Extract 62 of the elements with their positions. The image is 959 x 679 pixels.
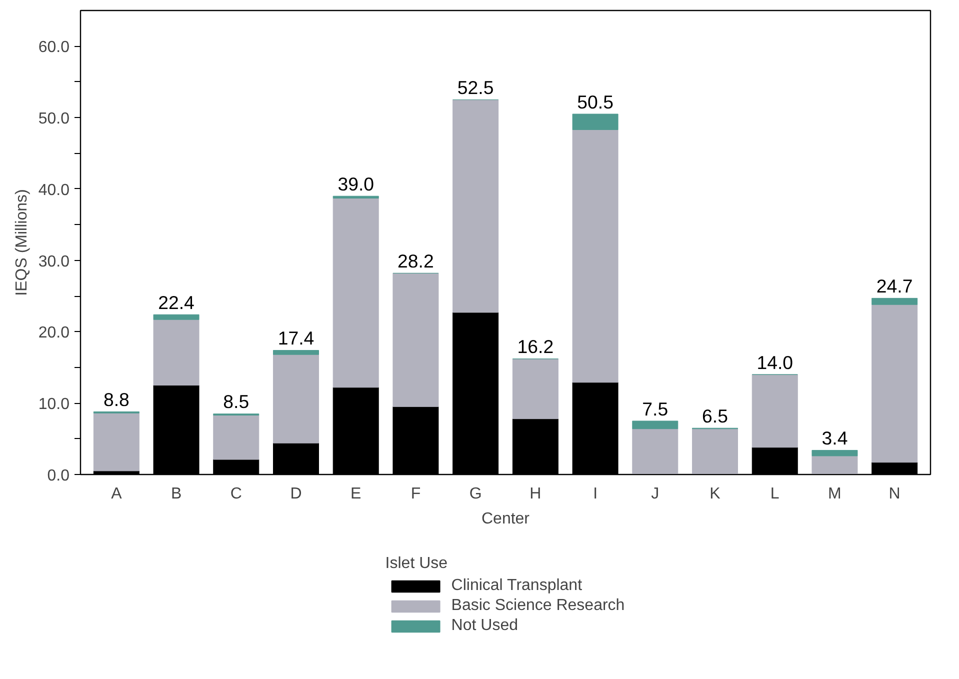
x-tick-label: A: [111, 486, 122, 502]
y-tick-label: 30.0: [38, 253, 70, 270]
legend-title: Islet Use: [385, 555, 449, 573]
x-tick-label: E: [350, 486, 362, 502]
total-label: 8.5: [223, 391, 250, 412]
bar: [213, 415, 260, 460]
bar: [153, 314, 200, 320]
x-tick-label: J: [651, 486, 660, 502]
bar: [872, 304, 918, 463]
bar: [452, 99, 499, 313]
total-label: 22.4: [158, 292, 194, 313]
y-tick-label: 60.0: [38, 39, 70, 56]
total-label: 3.4: [822, 428, 848, 449]
x-tick-label: C: [230, 486, 242, 502]
bar: [632, 420, 678, 430]
legend-label: Not Used: [451, 617, 518, 635]
y-tick-label: 50.0: [38, 110, 70, 128]
y-tick-label: 10.0: [38, 396, 70, 414]
x-axis-title: Center: [481, 510, 530, 528]
bar: [812, 456, 858, 474]
total-label: 24.7: [876, 275, 913, 296]
total-label: 14.0: [756, 352, 794, 373]
bar: [93, 412, 140, 472]
total-label: 6.5: [702, 405, 728, 426]
x-tick-label: H: [530, 486, 542, 502]
total-label: 50.5: [577, 91, 614, 112]
y-tick-label: 0.0: [47, 468, 70, 484]
bar: [272, 350, 319, 355]
total-label: 39.0: [338, 173, 374, 194]
x-tick-label: D: [290, 486, 302, 502]
bar: [392, 272, 439, 407]
bar: [572, 114, 618, 130]
bar: [872, 298, 918, 305]
bar: [332, 196, 379, 198]
x-tick-label: I: [593, 486, 598, 502]
bar: [512, 358, 558, 420]
total-label: 16.2: [517, 336, 554, 358]
x-tick-label: L: [770, 486, 780, 502]
bar: [332, 198, 379, 388]
x-tick-label: M: [828, 486, 842, 502]
y-tick-label: 20.0: [38, 324, 70, 342]
bar: [812, 450, 858, 456]
bar: [272, 354, 319, 444]
bar: [572, 129, 618, 383]
x-tick-label: G: [469, 486, 482, 502]
legend-label: Clinical Transplant: [451, 577, 582, 595]
y-tick-label: 40.0: [38, 182, 70, 199]
total-label: 28.2: [398, 250, 434, 272]
bar: [632, 428, 678, 474]
x-tick-label: N: [888, 486, 900, 502]
x-tick-label: B: [170, 486, 182, 502]
legend-label: Basic Science Research: [451, 597, 625, 615]
total-label: 52.5: [457, 77, 494, 98]
x-tick-label: F: [410, 486, 421, 502]
bar: [153, 319, 200, 386]
x-tick-label: K: [710, 486, 721, 502]
total-label: 8.8: [103, 388, 130, 410]
bar: [692, 428, 738, 474]
bar: [752, 374, 798, 448]
y-axis-title: IEQS (Millions): [13, 189, 30, 296]
total-label: 7.5: [642, 398, 668, 420]
total-label: 17.4: [278, 328, 314, 349]
